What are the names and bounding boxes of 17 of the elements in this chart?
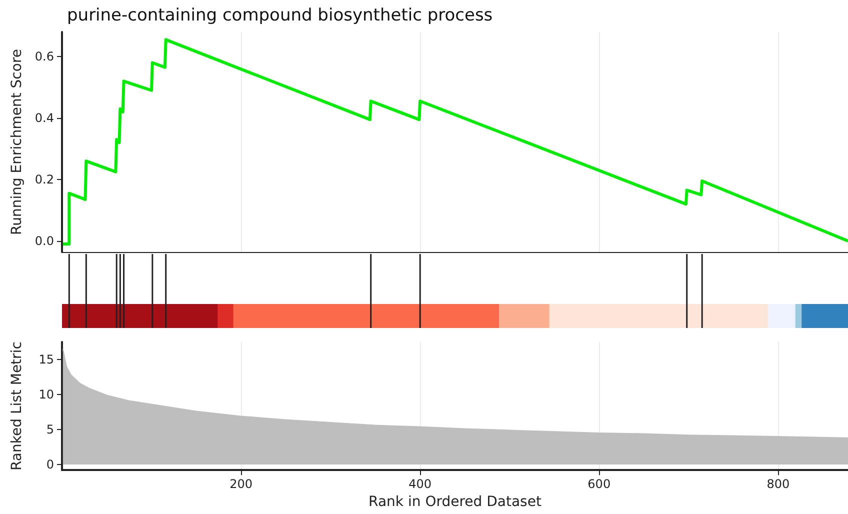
y-axis-title: Running Enrichment Score [9, 48, 25, 236]
x-tick-label: 400 [408, 477, 432, 492]
y-axis-title: Ranked List Metric [9, 342, 25, 470]
x-axis-title: Rank in Ordered Dataset [368, 494, 542, 510]
y-tick-label: 0.0 [34, 234, 54, 248]
y-tick-label: 15 [38, 352, 54, 366]
x-tick-label: 800 [766, 477, 790, 492]
y-tick-label: 0.6 [34, 50, 54, 64]
y-tick-label: 0.2 [34, 172, 54, 186]
y-tick-label: 10 [38, 388, 54, 402]
x-tick-label: 600 [588, 477, 611, 492]
x-tick-label: 200 [230, 477, 252, 492]
chart-title: purine-containing compound biosynthetic process [67, 6, 493, 26]
y-tick-label: 5 [46, 422, 54, 436]
y-tick-label: 0.4 [34, 111, 54, 126]
y-tick-label: 0 [46, 458, 54, 472]
line-series [61, 38, 848, 246]
